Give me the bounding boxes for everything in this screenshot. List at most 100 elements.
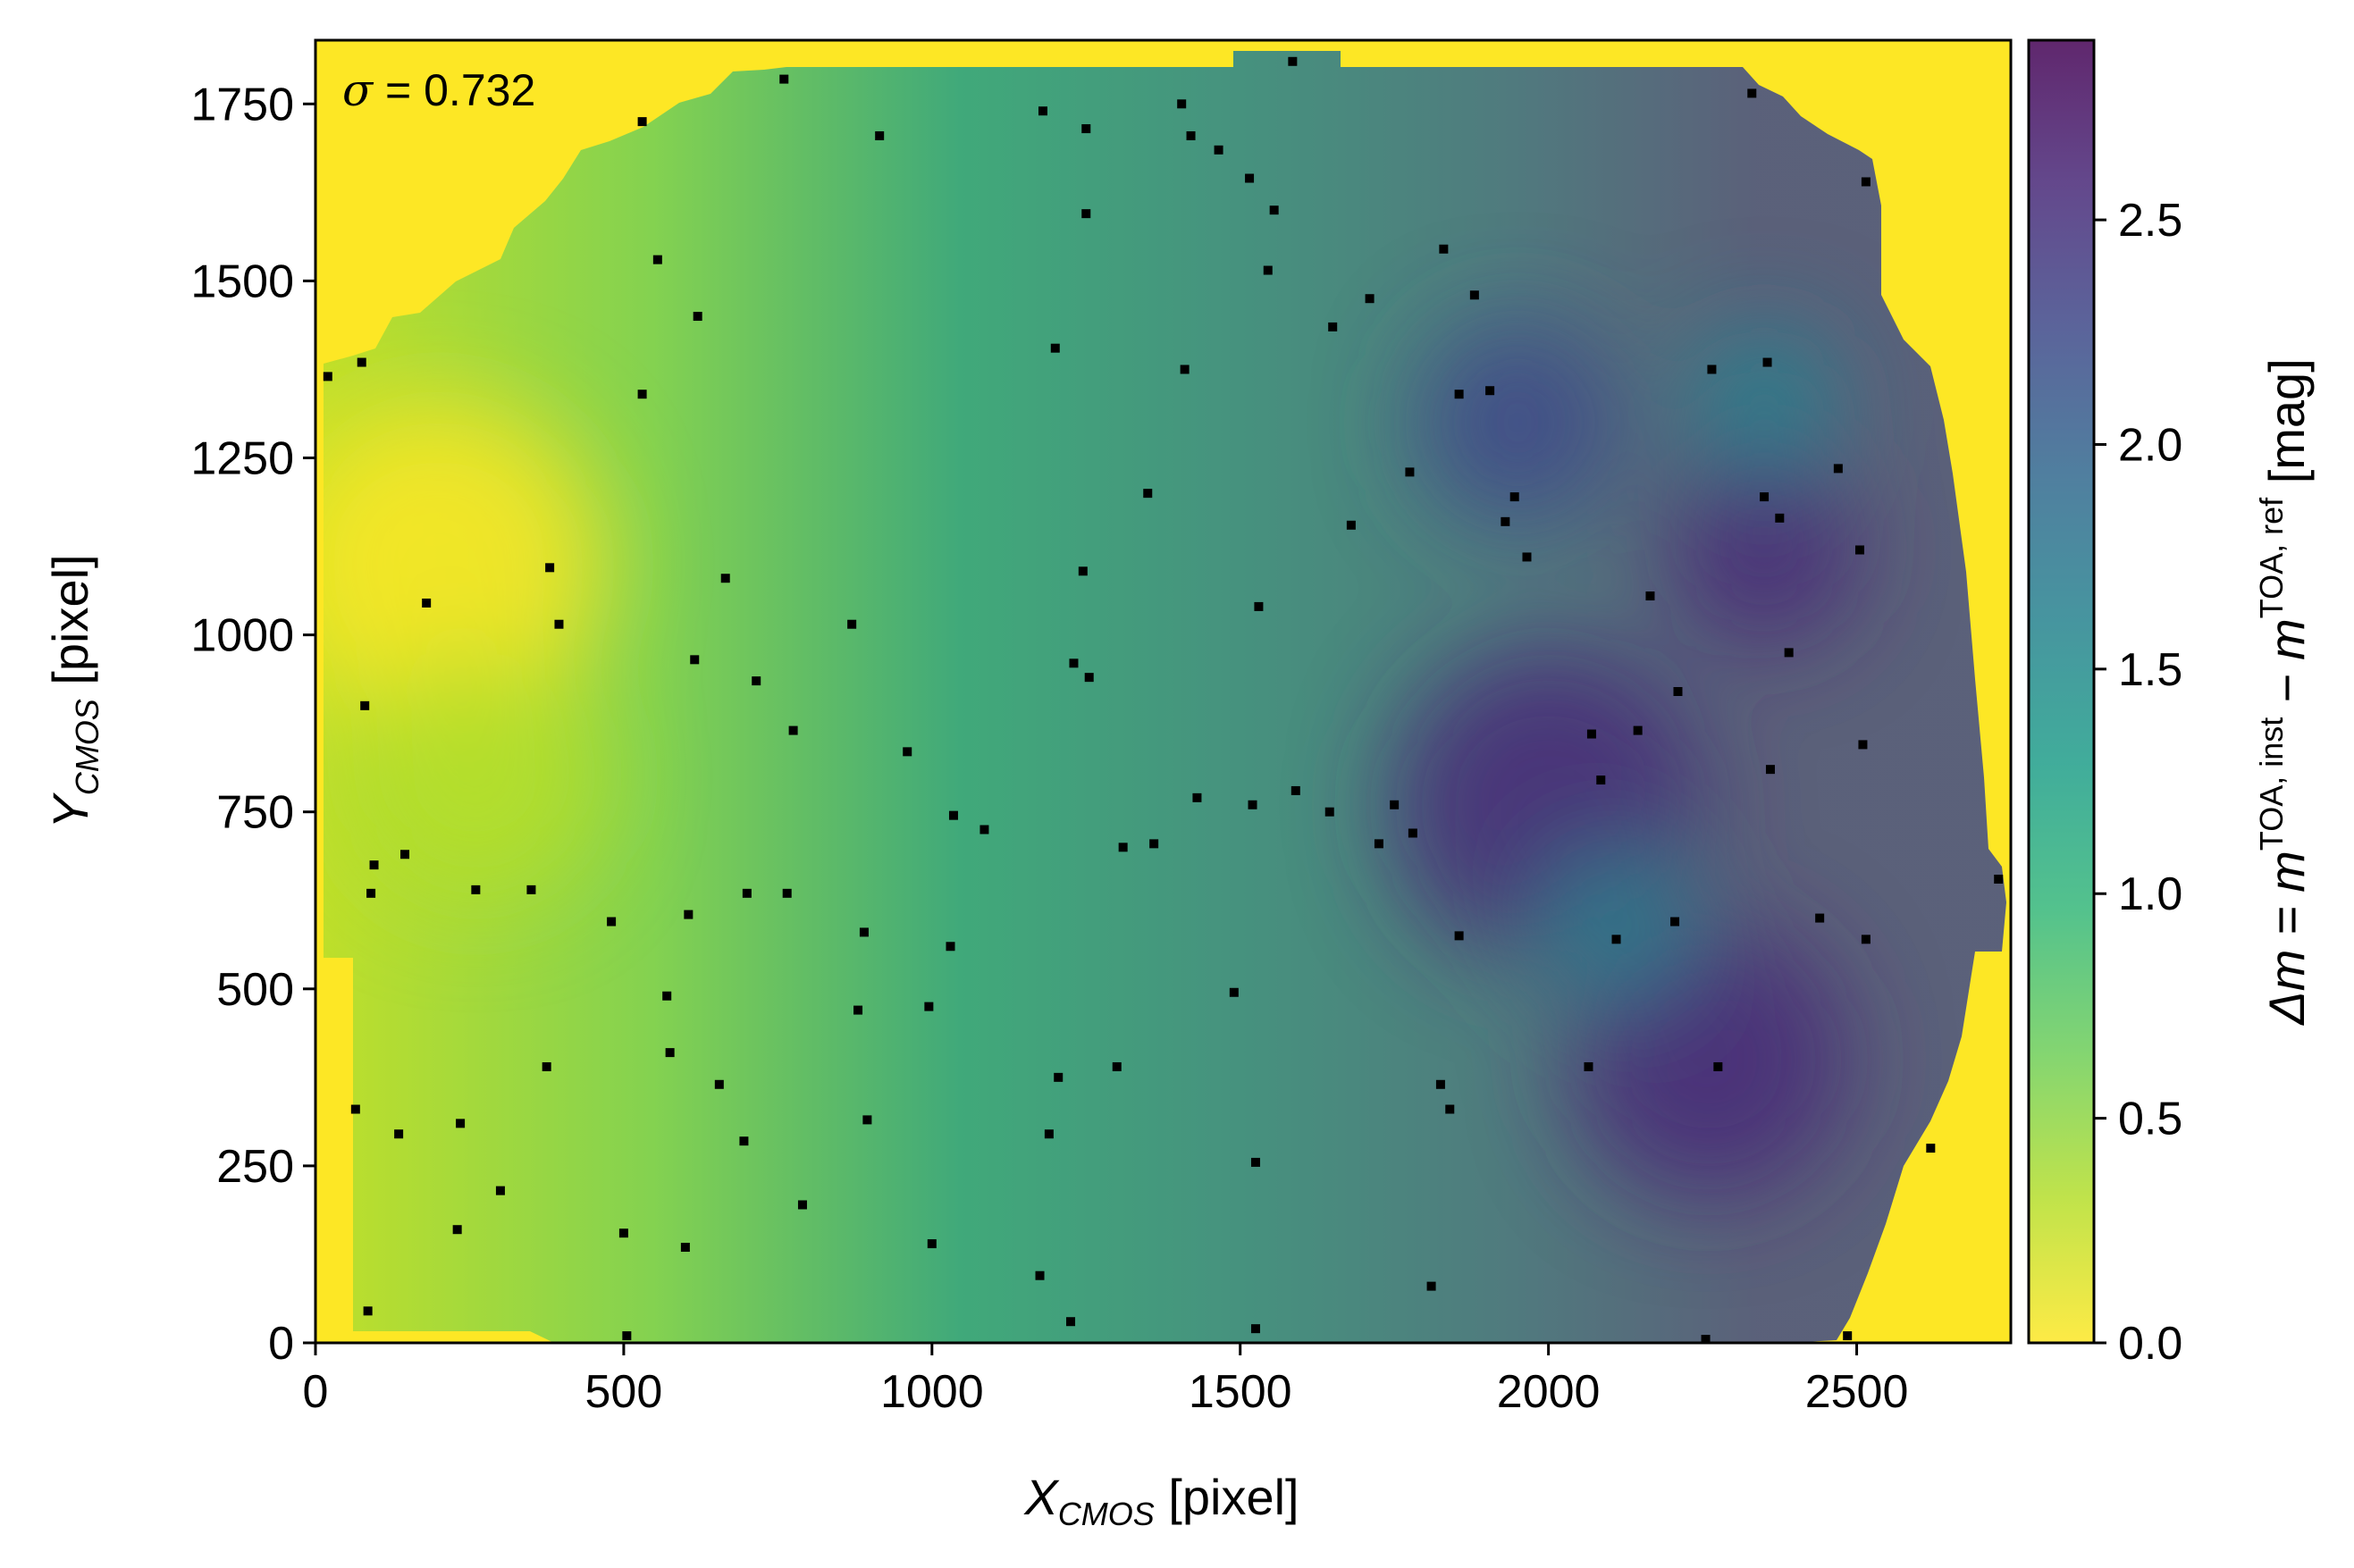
colorbar-tick-label: 0.0: [2118, 1318, 2182, 1370]
star-marker: [1760, 492, 1770, 502]
star-marker: [1365, 294, 1375, 304]
field-blob: [350, 651, 601, 902]
star-marker: [1054, 1072, 1064, 1082]
colorbar-tick-label: 2.0: [2118, 419, 2182, 471]
field-blob: [1689, 326, 1840, 477]
star-marker: [1861, 177, 1871, 187]
star-marker: [1439, 244, 1449, 254]
y-tick-label: 1500: [190, 256, 294, 307]
y-tick-label: 250: [216, 1141, 294, 1193]
star-marker: [1747, 88, 1757, 98]
star-marker: [357, 357, 366, 367]
star-marker: [1762, 357, 1772, 367]
colorbar-ticks: 0.0 0.5 1.0 1.5 2.0 2.5: [2094, 195, 2182, 1370]
star-marker: [1066, 1317, 1076, 1327]
star-marker: [1584, 1061, 1593, 1071]
sigma-value: = 0.732: [373, 65, 535, 115]
colorbar: 0.0 0.5 1.0 1.5 2.0 2.5 Δm = mTOA, inst − mTO…: [2027, 38, 2315, 1370]
field-blob: [324, 401, 601, 727]
x-axis-label-sub: CMOS: [1058, 1496, 1155, 1532]
star-marker: [400, 850, 410, 859]
colorbar-label-mid: − m: [2258, 618, 2315, 717]
star-marker: [1854, 545, 1864, 555]
star-marker: [1645, 591, 1655, 601]
star-marker: [1611, 935, 1621, 944]
star-marker: [1485, 386, 1495, 396]
star-marker: [684, 910, 694, 919]
y-axis-label-sub: CMOS: [69, 699, 105, 795]
star-marker: [554, 619, 564, 629]
y-tick-label: 500: [216, 964, 294, 1016]
star-marker: [1035, 1270, 1045, 1280]
colorbar-label-prefix: Δm = m: [2258, 851, 2315, 1027]
star-marker: [924, 1002, 934, 1011]
star-marker: [637, 117, 647, 127]
star-marker: [1177, 99, 1187, 109]
star-marker: [1081, 209, 1091, 219]
star-marker: [1673, 687, 1683, 696]
star-marker: [1078, 566, 1088, 576]
star-marker: [853, 1005, 863, 1015]
star-marker: [1858, 740, 1868, 750]
star-marker: [1707, 365, 1717, 374]
star-marker: [1926, 1144, 1936, 1153]
star-marker: [979, 825, 989, 834]
star-marker: [1081, 124, 1091, 134]
star-marker: [1248, 800, 1257, 809]
colorbar-tick-label: 2.5: [2118, 195, 2182, 247]
star-marker: [1269, 205, 1279, 215]
heatmap-field: [324, 51, 2006, 1343]
star-marker: [1186, 130, 1196, 140]
sigma-symbol: σ: [342, 64, 374, 116]
star-marker: [369, 860, 379, 870]
star-marker: [1390, 800, 1400, 809]
star-marker: [1784, 648, 1794, 658]
star-marker: [1861, 935, 1871, 944]
colorbar-label-suffix: [mag]: [2258, 358, 2315, 498]
star-marker: [1254, 601, 1264, 611]
star-marker: [422, 598, 432, 608]
star-marker: [1324, 807, 1334, 817]
field-blob: [1670, 456, 1859, 644]
star-marker: [471, 885, 481, 894]
x-tick-label: 2500: [1805, 1366, 1909, 1418]
sigma-annotation: σ = 0.732: [342, 64, 535, 116]
star-marker: [350, 1104, 360, 1114]
star-marker: [545, 563, 555, 573]
star-marker: [1522, 552, 1532, 562]
star-marker: [1843, 1331, 1853, 1341]
star-marker: [456, 1119, 466, 1128]
star-marker: [1775, 513, 1785, 523]
star-marker: [1069, 658, 1079, 668]
star-marker: [875, 130, 885, 140]
star-marker: [1288, 56, 1298, 66]
x-tick-label: 2000: [1497, 1366, 1601, 1418]
star-marker: [779, 74, 789, 84]
star-marker: [1435, 1079, 1445, 1089]
x-axis-ticks: 0 500 1000 1500 2000 2500: [303, 1343, 1909, 1418]
star-marker: [1670, 917, 1680, 927]
star-marker: [1426, 1281, 1436, 1291]
y-axis-label: YCMOS [pixel]: [42, 554, 105, 828]
star-marker: [714, 1079, 724, 1089]
star-marker: [903, 747, 912, 757]
star-marker: [739, 1136, 749, 1146]
star-marker: [1509, 492, 1519, 502]
star-marker: [637, 390, 647, 399]
x-axis-label-unit: [pixel]: [1155, 1469, 1299, 1525]
star-marker: [360, 700, 370, 710]
star-marker: [665, 1048, 675, 1058]
star-marker: [1084, 673, 1094, 683]
colorbar-label-sup1: TOA, inst: [2253, 717, 2290, 851]
star-marker: [948, 810, 958, 820]
star-marker: [1765, 765, 1775, 775]
plot-frame: [314, 38, 2013, 1345]
x-axis-label-main: X: [1022, 1469, 1060, 1525]
x-tick-label: 1000: [880, 1366, 984, 1418]
star-marker: [1469, 290, 1479, 300]
star-marker: [1408, 828, 1417, 838]
star-marker: [1596, 776, 1606, 785]
star-marker: [859, 927, 869, 937]
star-marker: [1633, 725, 1643, 735]
